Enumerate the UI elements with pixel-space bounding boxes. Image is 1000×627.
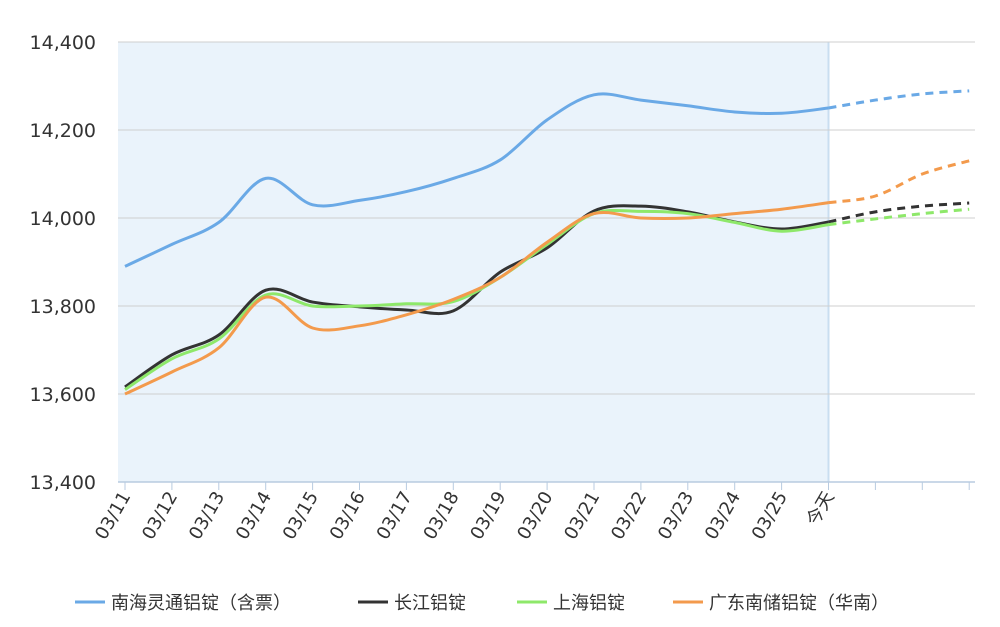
series-line xyxy=(124,92,829,268)
y-tick-label: 14,000 xyxy=(30,208,96,230)
plot-area: 13,40013,60013,80014,00014,20014,40003/1… xyxy=(30,32,975,614)
y-tick-label: 13,600 xyxy=(30,384,96,406)
series-line xyxy=(828,159,970,205)
y-tick-label: 13,800 xyxy=(30,296,96,318)
legend-label: 广东南储铝锭（华南） xyxy=(709,593,889,614)
series-line xyxy=(828,207,970,227)
history-region xyxy=(118,42,829,482)
series-line xyxy=(828,201,970,224)
y-tick-label: 14,400 xyxy=(30,32,96,54)
y-tick-label: 13,400 xyxy=(30,472,96,494)
y-tick-label: 14,200 xyxy=(30,120,96,142)
series-line xyxy=(124,201,829,396)
legend-label: 南海灵通铝锭（含票） xyxy=(111,593,291,614)
series-line xyxy=(828,89,970,110)
legend-label: 上海铝锭 xyxy=(553,593,625,614)
legend-label: 长江铝锭 xyxy=(394,593,466,614)
